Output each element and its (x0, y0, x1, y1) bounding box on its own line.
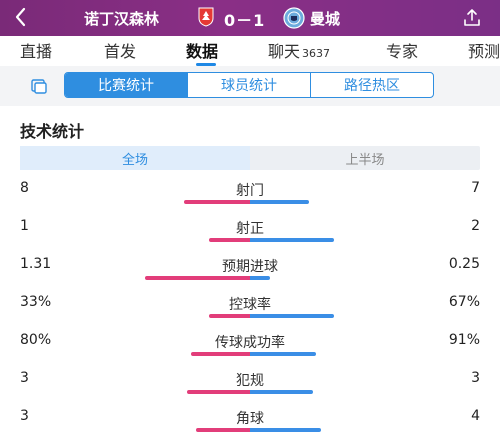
home-value: 8 (20, 180, 29, 196)
match-header: 诺丁汉森林 0－1 曼城 (0, 0, 500, 36)
tab-lineup[interactable]: 首发 (104, 38, 136, 62)
stat-row: 3 角球 4 (0, 408, 500, 440)
home-bar (209, 238, 250, 242)
away-value: 3 (471, 370, 480, 386)
home-value: 3 (20, 408, 29, 424)
home-team-name[interactable]: 诺丁汉森林 (84, 10, 160, 28)
tab-label: 聊天 (268, 42, 301, 61)
away-bar (250, 238, 334, 242)
chat-count: 3637 (302, 47, 331, 60)
away-value: 67% (448, 294, 480, 310)
match-score: 0－1 (224, 11, 266, 30)
stat-row: 1 射正 2 (0, 218, 500, 258)
away-bar (250, 390, 313, 394)
nottingham-forest-crest-icon (197, 7, 215, 27)
stat-row: 3 犯规 3 (0, 370, 500, 410)
tab-expert[interactable]: 专家 (386, 38, 418, 62)
period-full-match[interactable]: 全场 (20, 146, 250, 170)
period-first-half[interactable]: 上半场 (345, 152, 385, 168)
home-value: 3 (20, 370, 29, 386)
home-bar (184, 200, 250, 204)
stat-name: 犯规 (236, 373, 264, 389)
stat-name: 传球成功率 (215, 335, 285, 351)
stat-name: 射正 (236, 221, 264, 237)
stat-name: 预期进球 (222, 259, 278, 275)
away-bar (250, 314, 334, 318)
home-bar (196, 428, 250, 432)
stats-subtabs: 比赛统计 球员统计 路径热区 (64, 72, 434, 98)
tab-data[interactable]: 数据 (186, 38, 218, 62)
main-tabs: 直播 首发 数据 聊天 3637 专家 预测 (0, 36, 500, 64)
stat-name: 角球 (236, 411, 264, 427)
tab-prediction[interactable]: 预测 (468, 38, 500, 62)
tab-chat[interactable]: 聊天 3637 (268, 38, 330, 62)
stat-row: 33% 控球率 67% (0, 294, 500, 334)
tab-live[interactable]: 直播 (20, 38, 52, 62)
stat-name: 射门 (236, 183, 264, 199)
tab-label: 数据 (186, 42, 219, 61)
tab-label: 首发 (104, 42, 137, 61)
stat-name: 控球率 (229, 297, 271, 313)
home-value: 33% (20, 294, 52, 310)
stat-row: 8 射门 7 (0, 180, 500, 220)
away-value: 7 (471, 180, 480, 196)
home-value: 80% (20, 332, 52, 348)
stat-row: 1.31 预期进球 0.25 (0, 256, 500, 296)
tab-label: 直播 (20, 42, 53, 61)
away-bar (250, 200, 309, 204)
away-bar (250, 352, 316, 356)
away-value: 0.25 (448, 256, 480, 272)
away-bar (250, 428, 321, 432)
subtab-heatmap[interactable]: 路径热区 (310, 73, 433, 97)
subtab-match-stats[interactable]: 比赛统计 (65, 73, 187, 97)
away-value: 91% (448, 332, 480, 348)
home-bar (187, 390, 250, 394)
tab-label: 专家 (386, 42, 419, 61)
away-value: 4 (471, 408, 480, 424)
away-team-name[interactable]: 曼城 (310, 10, 341, 28)
share-icon[interactable] (462, 8, 482, 28)
away-bar (250, 276, 270, 280)
home-bar (209, 314, 250, 318)
home-bar (145, 276, 250, 280)
active-tab-indicator (196, 63, 216, 66)
stat-row: 80% 传球成功率 91% (0, 332, 500, 372)
home-bar (191, 352, 250, 356)
tab-label: 预测 (468, 42, 500, 61)
section-title: 技术统计 (20, 122, 85, 141)
chevron-left-icon[interactable] (14, 6, 28, 32)
layout-icon[interactable] (30, 77, 48, 95)
period-selector: 全场 上半场 (20, 146, 480, 170)
manchester-city-crest-icon (283, 7, 305, 29)
subtab-player-stats[interactable]: 球员统计 (187, 73, 310, 97)
home-value: 1.31 (20, 256, 52, 272)
home-value: 1 (20, 218, 29, 234)
away-value: 2 (471, 218, 480, 234)
